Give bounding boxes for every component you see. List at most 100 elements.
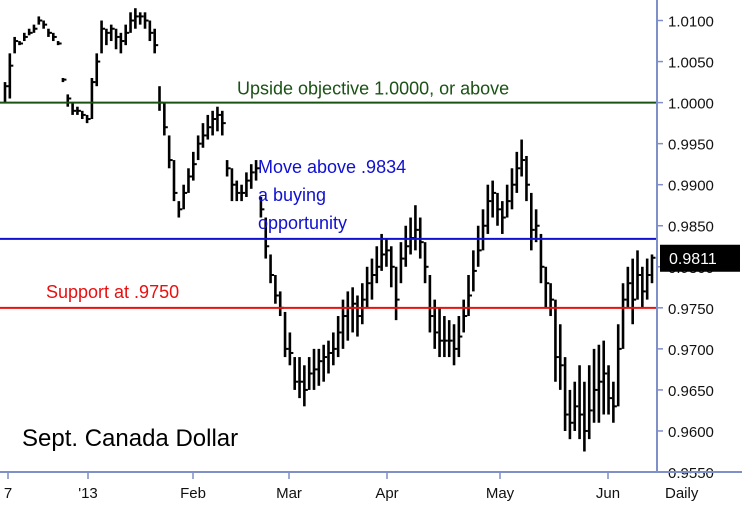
- price-bar: [138, 12, 144, 25]
- last-value-label: 0.9811: [669, 251, 717, 268]
- price-bar: [505, 184, 511, 218]
- price-bar: [18, 41, 23, 46]
- price-bar: [568, 389, 574, 440]
- x-axis: 7 '13 Feb Mar Apr May Jun Daily: [0, 471, 742, 502]
- price-bar: [167, 135, 173, 169]
- price-bar: [27, 28, 33, 36]
- y-tick-label: 0.9950: [668, 137, 714, 154]
- price-bar: [346, 291, 352, 341]
- price-bar: [129, 12, 135, 33]
- price-bar: [206, 114, 212, 140]
- price-bar: [303, 365, 308, 407]
- price-bar: [254, 160, 260, 181]
- price-bar: [399, 242, 405, 284]
- price-bar: [607, 365, 613, 415]
- y-axis: 1.0100 1.0050 1.0000 0.9950 0.9900 0.9850 0.98…: [656, 0, 740, 482]
- price-bar: [578, 365, 584, 440]
- price-bar: [288, 332, 294, 366]
- price-bar: [143, 12, 149, 29]
- price-bar: [76, 106, 81, 115]
- price-bar: [100, 20, 106, 54]
- y-tick-label: 0.9550: [668, 465, 714, 482]
- price-bar: [322, 344, 328, 382]
- price-bar: [486, 184, 492, 234]
- price-bar: [351, 287, 357, 333]
- price-bar: [172, 160, 178, 202]
- price-bar: [42, 20, 48, 29]
- price-bar: [66, 94, 72, 107]
- price-bar: [225, 160, 231, 177]
- price-bar: [394, 266, 400, 321]
- price-bar: [332, 332, 337, 366]
- price-bar: [51, 32, 57, 42]
- price-bar: [220, 110, 226, 136]
- y-tick-label: 1.0050: [668, 55, 714, 72]
- price-bar: [573, 381, 579, 431]
- price-bar: [307, 357, 313, 390]
- price-bar: [274, 274, 279, 304]
- price-bar: [375, 246, 381, 284]
- price-bar: [496, 192, 501, 226]
- price-bar: [109, 24, 115, 42]
- price-bar: [385, 238, 390, 267]
- price-bar: [520, 139, 526, 177]
- price-bar: [457, 316, 463, 358]
- price-bar: [554, 299, 559, 382]
- price-bar: [13, 36, 19, 54]
- price-bar: [389, 246, 395, 288]
- price-bar: [626, 266, 632, 308]
- price-bar: [235, 180, 241, 202]
- price-bar: [163, 102, 168, 136]
- y-tick-label: 0.9700: [668, 342, 714, 359]
- level-lines: Upside objective 1.0000, or above Move ab…: [0, 79, 657, 309]
- price-bar: [124, 24, 130, 46]
- price-bar: [563, 357, 569, 431]
- price-bar: [636, 250, 642, 300]
- price-bar: [269, 254, 275, 284]
- price-bar: [462, 299, 468, 333]
- price-bar: [95, 53, 101, 87]
- price-bar: [365, 266, 371, 308]
- price-bar: [481, 209, 487, 251]
- price-bar: [196, 135, 202, 161]
- x-tick-label: Feb: [180, 485, 206, 502]
- price-bar: [645, 258, 651, 300]
- price-bar: [515, 151, 521, 193]
- y-tick-label: 0.9650: [668, 383, 714, 400]
- price-bar: [616, 324, 622, 407]
- price-bar: [356, 295, 361, 337]
- price-bars: [3, 8, 656, 452]
- price-bar: [583, 381, 588, 452]
- price-bar: [211, 110, 217, 136]
- y-tick-label: 1.0000: [668, 96, 714, 113]
- price-bar: [467, 274, 473, 317]
- price-bar: [114, 28, 120, 50]
- price-bar: [597, 344, 603, 423]
- price-bar: [259, 197, 265, 218]
- price-bar: [298, 357, 304, 399]
- price-bar: [501, 201, 506, 234]
- price-bar: [447, 320, 453, 358]
- price-bar: [8, 53, 14, 99]
- price-bar: [452, 324, 458, 366]
- annotation-support: Support at .9750: [46, 282, 179, 302]
- price-bar: [380, 233, 386, 271]
- price-bar: [549, 283, 555, 317]
- price-bar: [90, 77, 96, 120]
- x-tick-label: '13: [78, 485, 98, 502]
- price-bar: [37, 16, 43, 25]
- price-bar: [312, 348, 318, 390]
- x-tick-label: Mar: [276, 485, 302, 502]
- annotation-buy-line-3: opportunity: [258, 213, 347, 233]
- price-bar: [428, 274, 434, 333]
- price-bar: [602, 340, 608, 415]
- price-bar: [187, 168, 192, 193]
- price-bar: [182, 184, 188, 210]
- price-bar: [216, 106, 221, 132]
- y-tick-label: 0.9900: [668, 178, 714, 195]
- price-bar: [539, 233, 545, 284]
- price-bar: [317, 348, 323, 386]
- price-bar: [240, 184, 246, 202]
